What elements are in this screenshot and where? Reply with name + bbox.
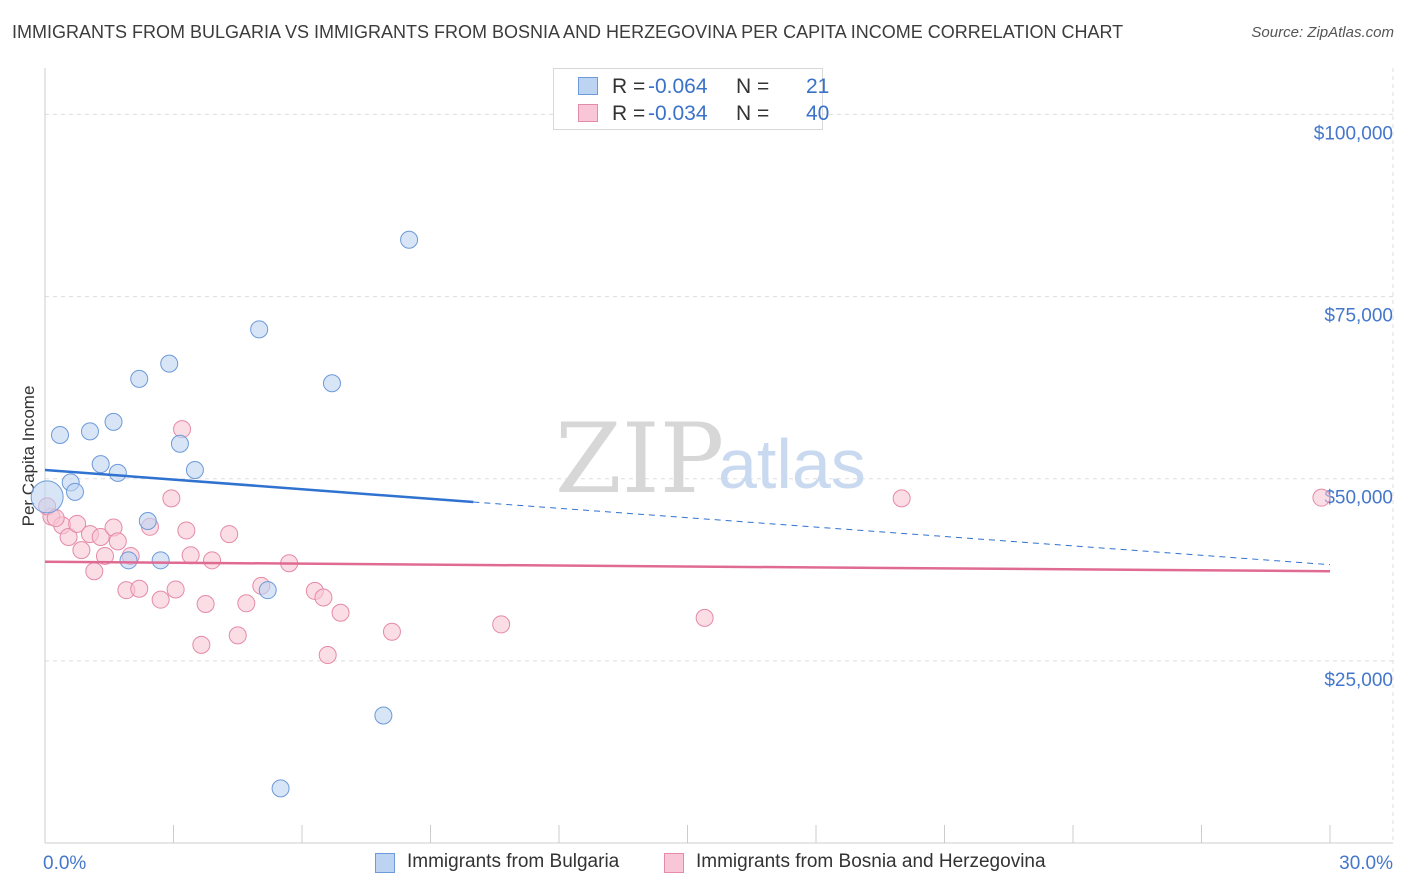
legend-n-value: 21 <box>806 75 830 98</box>
legend-swatch-bosnia <box>578 104 598 122</box>
chart-title: IMMIGRANTS FROM BULGARIA VS IMMIGRANTS F… <box>12 22 1124 42</box>
bosnia-point[interactable] <box>892 489 911 508</box>
trend-lines <box>44 468 1331 573</box>
watermark-zip: ZIP <box>555 403 724 515</box>
bulgaria-point[interactable] <box>322 374 341 393</box>
bulgaria-point[interactable] <box>91 455 110 474</box>
watermark-atlas: atlas <box>718 425 866 503</box>
bosnia-point[interactable] <box>151 590 170 609</box>
legend-r-value: -0.034 <box>648 102 708 125</box>
bottom-legend-label-bulgaria: Immigrants from Bulgaria <box>407 851 620 872</box>
bosnia-point[interactable] <box>166 580 185 599</box>
bosnia-point[interactable] <box>314 588 333 607</box>
y-tick-label: $25,000 <box>1324 670 1393 691</box>
legend-r-label: R = <box>612 102 646 125</box>
source-credit: Source: ZipAtlas.com <box>1251 24 1394 41</box>
y-tick-label: $100,000 <box>1314 123 1393 144</box>
bulgaria-point[interactable] <box>119 551 138 570</box>
bulgaria-trend-extension <box>473 501 1331 566</box>
legend-n-label: N = <box>736 75 770 98</box>
bosnia-point[interactable] <box>1312 488 1331 507</box>
bottom-legend-label-bosnia: Immigrants from Bosnia and Herzegovina <box>696 851 1046 872</box>
legend-r-label: R = <box>612 75 646 98</box>
bulgaria-point[interactable] <box>400 230 419 249</box>
bosnia-point[interactable] <box>181 546 200 565</box>
bulgaria-point[interactable] <box>50 426 69 444</box>
x-tick-label: 30.0% <box>1339 853 1393 874</box>
bosnia-point[interactable] <box>192 635 211 654</box>
legend-swatch-bulgaria <box>578 77 598 95</box>
bosnia-point[interactable] <box>331 603 350 622</box>
bulgaria-point[interactable] <box>104 412 123 431</box>
y-tick-label: $50,000 <box>1324 488 1393 509</box>
bosnia-point[interactable] <box>695 608 714 627</box>
bosnia-point[interactable] <box>382 622 401 641</box>
bosnia-point[interactable] <box>72 541 91 560</box>
series-bulgaria-points <box>30 230 419 798</box>
bulgaria-point[interactable] <box>130 369 149 388</box>
bulgaria-point[interactable] <box>258 581 277 600</box>
bulgaria-point[interactable] <box>374 706 393 725</box>
source-prefix: Source: <box>1251 24 1308 41</box>
bosnia-point[interactable] <box>177 521 196 540</box>
bosnia-point[interactable] <box>68 514 87 533</box>
bulgaria-point[interactable] <box>271 779 290 798</box>
bulgaria-trend-line <box>44 468 474 504</box>
tick-labels: $25,000 $50,000 $75,000 $100,000 0.0% 30.0% <box>43 123 1393 874</box>
bulgaria-point[interactable] <box>185 460 204 479</box>
y-tick-label: $75,000 <box>1324 306 1393 327</box>
bosnia-point[interactable] <box>108 532 127 551</box>
bosnia-point[interactable] <box>318 646 337 665</box>
bosnia-point[interactable] <box>220 525 239 544</box>
legend-n-label: N = <box>736 102 770 125</box>
legend-n-value: 40 <box>806 102 830 125</box>
bulgaria-point[interactable] <box>80 422 99 441</box>
bosnia-point[interactable] <box>203 551 222 570</box>
bosnia-point[interactable] <box>91 528 110 546</box>
source-link[interactable]: ZipAtlas.com <box>1307 24 1394 41</box>
bulgaria-point[interactable] <box>170 434 189 453</box>
bulgaria-point[interactable] <box>108 463 127 482</box>
bosnia-point[interactable] <box>85 562 104 581</box>
bosnia-point[interactable] <box>492 615 511 634</box>
bosnia-point[interactable] <box>95 546 114 565</box>
legend-r-value: -0.064 <box>648 75 708 98</box>
bulgaria-point[interactable] <box>151 551 170 570</box>
bosnia-point[interactable] <box>130 579 149 598</box>
x-tick-label: 0.0% <box>43 853 86 874</box>
bosnia-point[interactable] <box>237 594 256 613</box>
bulgaria-point[interactable] <box>160 354 179 373</box>
bulgaria-point[interactable] <box>138 511 157 530</box>
correlation-legend: R = -0.064 N = 21 R = -0.034 N = 40 <box>553 68 829 130</box>
watermark: ZIP atlas <box>555 403 866 515</box>
bulgaria-point[interactable] <box>30 480 64 514</box>
bulgaria-point[interactable] <box>65 482 84 501</box>
bosnia-point[interactable] <box>228 626 247 645</box>
bottom-legend-swatch-bosnia <box>664 853 684 873</box>
bulgaria-point[interactable] <box>250 320 269 339</box>
bosnia-trend-line <box>44 560 1331 573</box>
bosnia-point[interactable] <box>59 528 78 546</box>
bottom-legend-swatch-bulgaria <box>375 853 395 873</box>
bosnia-point[interactable] <box>196 595 215 614</box>
bosnia-point[interactable] <box>162 489 181 508</box>
axes <box>44 68 1393 844</box>
